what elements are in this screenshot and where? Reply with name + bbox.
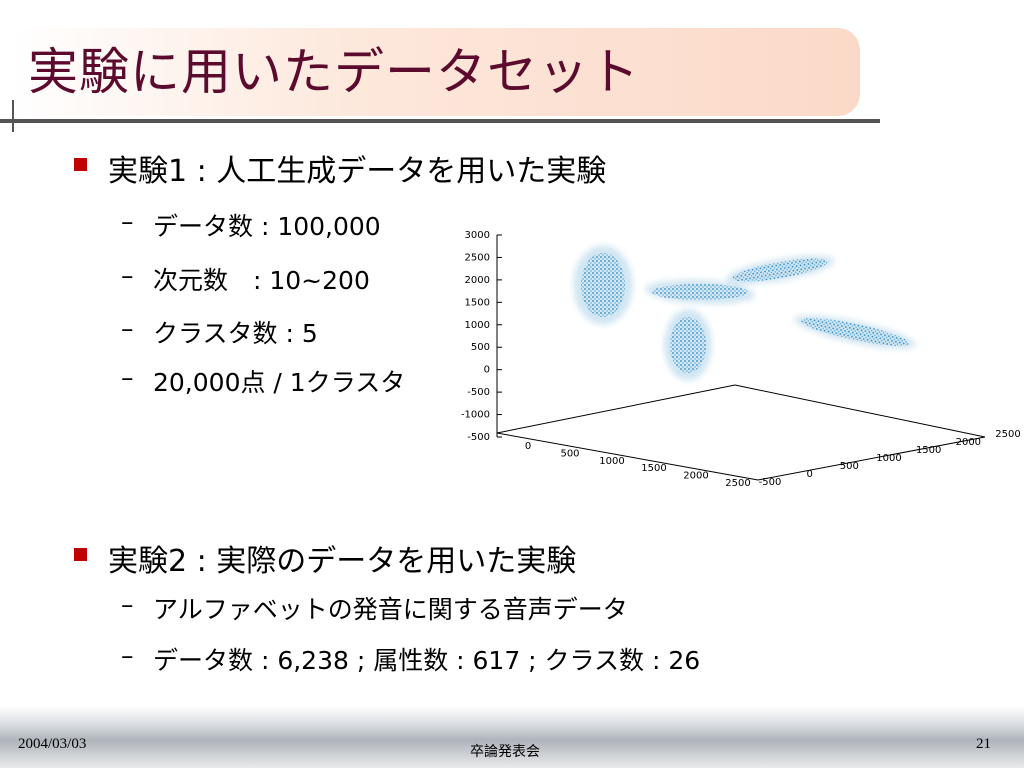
clusters: [581, 253, 909, 373]
x-tick-label: 1000: [599, 456, 624, 467]
sub-bullet: クラスタ数 : 5: [121, 314, 318, 350]
y-tick-label: 2500: [995, 429, 1020, 440]
title-rule: [12, 100, 14, 132]
sub-bullet: データ数 : 100,000: [121, 207, 381, 243]
z-tick-label: -500: [467, 432, 490, 443]
z-tick-label: -1000: [461, 410, 490, 421]
z-tick-label: 500: [471, 342, 490, 353]
y-tick-label: 1000: [876, 453, 901, 464]
z-tick-label: 3000: [465, 230, 490, 241]
y-tick-label: 2000: [956, 437, 981, 448]
footer-date: 2004/03/03: [18, 736, 87, 752]
title-box: [10, 28, 860, 116]
z-tick-label: 1000: [465, 320, 490, 331]
bullet: 実験1 : 人工生成データを用いた実験: [73, 146, 606, 190]
footer-event: 卒論発表会: [470, 744, 540, 760]
sub-bullet: データ数 : 6,238 ; 属性数 : 617 ; クラス数 : 26: [121, 641, 700, 677]
z-tick-label: 2000: [465, 275, 490, 286]
slide-title: 実験に用いたデータセット: [28, 43, 640, 101]
z-tick-label: 2500: [465, 252, 490, 263]
y-tick-label: 0: [806, 469, 812, 480]
title-rule: [0, 119, 880, 123]
x-tick-label: 2500: [725, 478, 750, 489]
x-tick-label: 0: [525, 441, 531, 452]
sub-bullet: アルファベットの発音に関する音声データ: [121, 590, 628, 626]
y-tick-label: 1500: [916, 445, 941, 456]
clusters: [573, 245, 916, 381]
x-tick-label: 1500: [641, 463, 666, 474]
sub-bullet: 次元数 : 10~200: [121, 261, 370, 297]
sub-bullet: 20,000点 / 1クラスタ: [121, 363, 405, 399]
z-tick-label: 1500: [465, 297, 490, 308]
axes: [496, 235, 986, 481]
footer-page: 21: [976, 736, 991, 752]
y-tick-label: -500: [759, 477, 782, 488]
x-tick-label: 2000: [683, 471, 708, 482]
z-tick-label: -500: [467, 387, 490, 398]
z-tick-label: 0: [484, 365, 490, 376]
footer-band: [0, 706, 1024, 768]
y-tick-label: 500: [840, 461, 859, 472]
x-tick-label: 500: [560, 448, 579, 459]
bullet: 実験2 : 実際のデータを用いた実験: [73, 536, 576, 580]
